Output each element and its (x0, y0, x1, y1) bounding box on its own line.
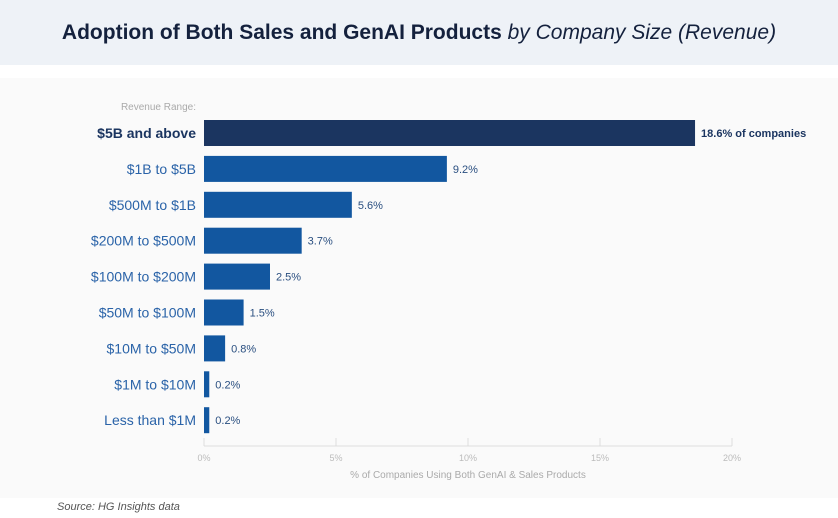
bar (204, 120, 696, 146)
bar (204, 407, 210, 434)
bar (204, 335, 226, 362)
bar (204, 371, 210, 398)
bar (204, 263, 270, 290)
bar (204, 227, 302, 254)
x-tick-label: 5% (329, 453, 342, 463)
data-label: 9.2% (453, 164, 478, 176)
data-label: 3.7% (308, 236, 333, 248)
x-tick-label: 15% (591, 453, 609, 463)
data-label: 2.5% (276, 272, 301, 284)
category-label: $50M to $100M (99, 305, 196, 321)
category-label: $200M to $500M (91, 233, 196, 249)
source-note: Source: HG Insights data (57, 501, 180, 513)
data-label: 0.8% (231, 343, 256, 355)
bar (204, 155, 447, 182)
x-tick-label: 10% (459, 453, 477, 463)
bar (204, 299, 244, 326)
x-tick-label: 0% (197, 453, 210, 463)
category-label: Less than $1M (104, 412, 196, 428)
title-banner: Adoption of Both Sales and GenAI Product… (0, 0, 838, 65)
chart-panel (0, 78, 838, 498)
x-axis-title: % of Companies Using Both GenAI & Sales … (350, 470, 586, 481)
category-label: $10M to $50M (107, 340, 197, 356)
category-label: $1M to $10M (114, 376, 196, 392)
bar (204, 191, 352, 218)
data-label: 0.2% (215, 379, 240, 391)
category-label: $5B and above (97, 125, 196, 141)
chart-title: Adoption of Both Sales and GenAI Product… (61, 20, 777, 44)
data-label: 18.6% of companies (701, 128, 806, 140)
data-label: 5.6% (358, 200, 383, 212)
data-label: 1.5% (250, 308, 275, 320)
data-label: 0.2% (215, 415, 240, 427)
category-label: $100M to $200M (91, 269, 196, 285)
category-label: $1B to $5B (127, 161, 196, 177)
category-label: $500M to $1B (109, 197, 196, 213)
x-tick-label: 20% (723, 453, 741, 463)
y-axis-header: Revenue Range: (121, 102, 196, 113)
